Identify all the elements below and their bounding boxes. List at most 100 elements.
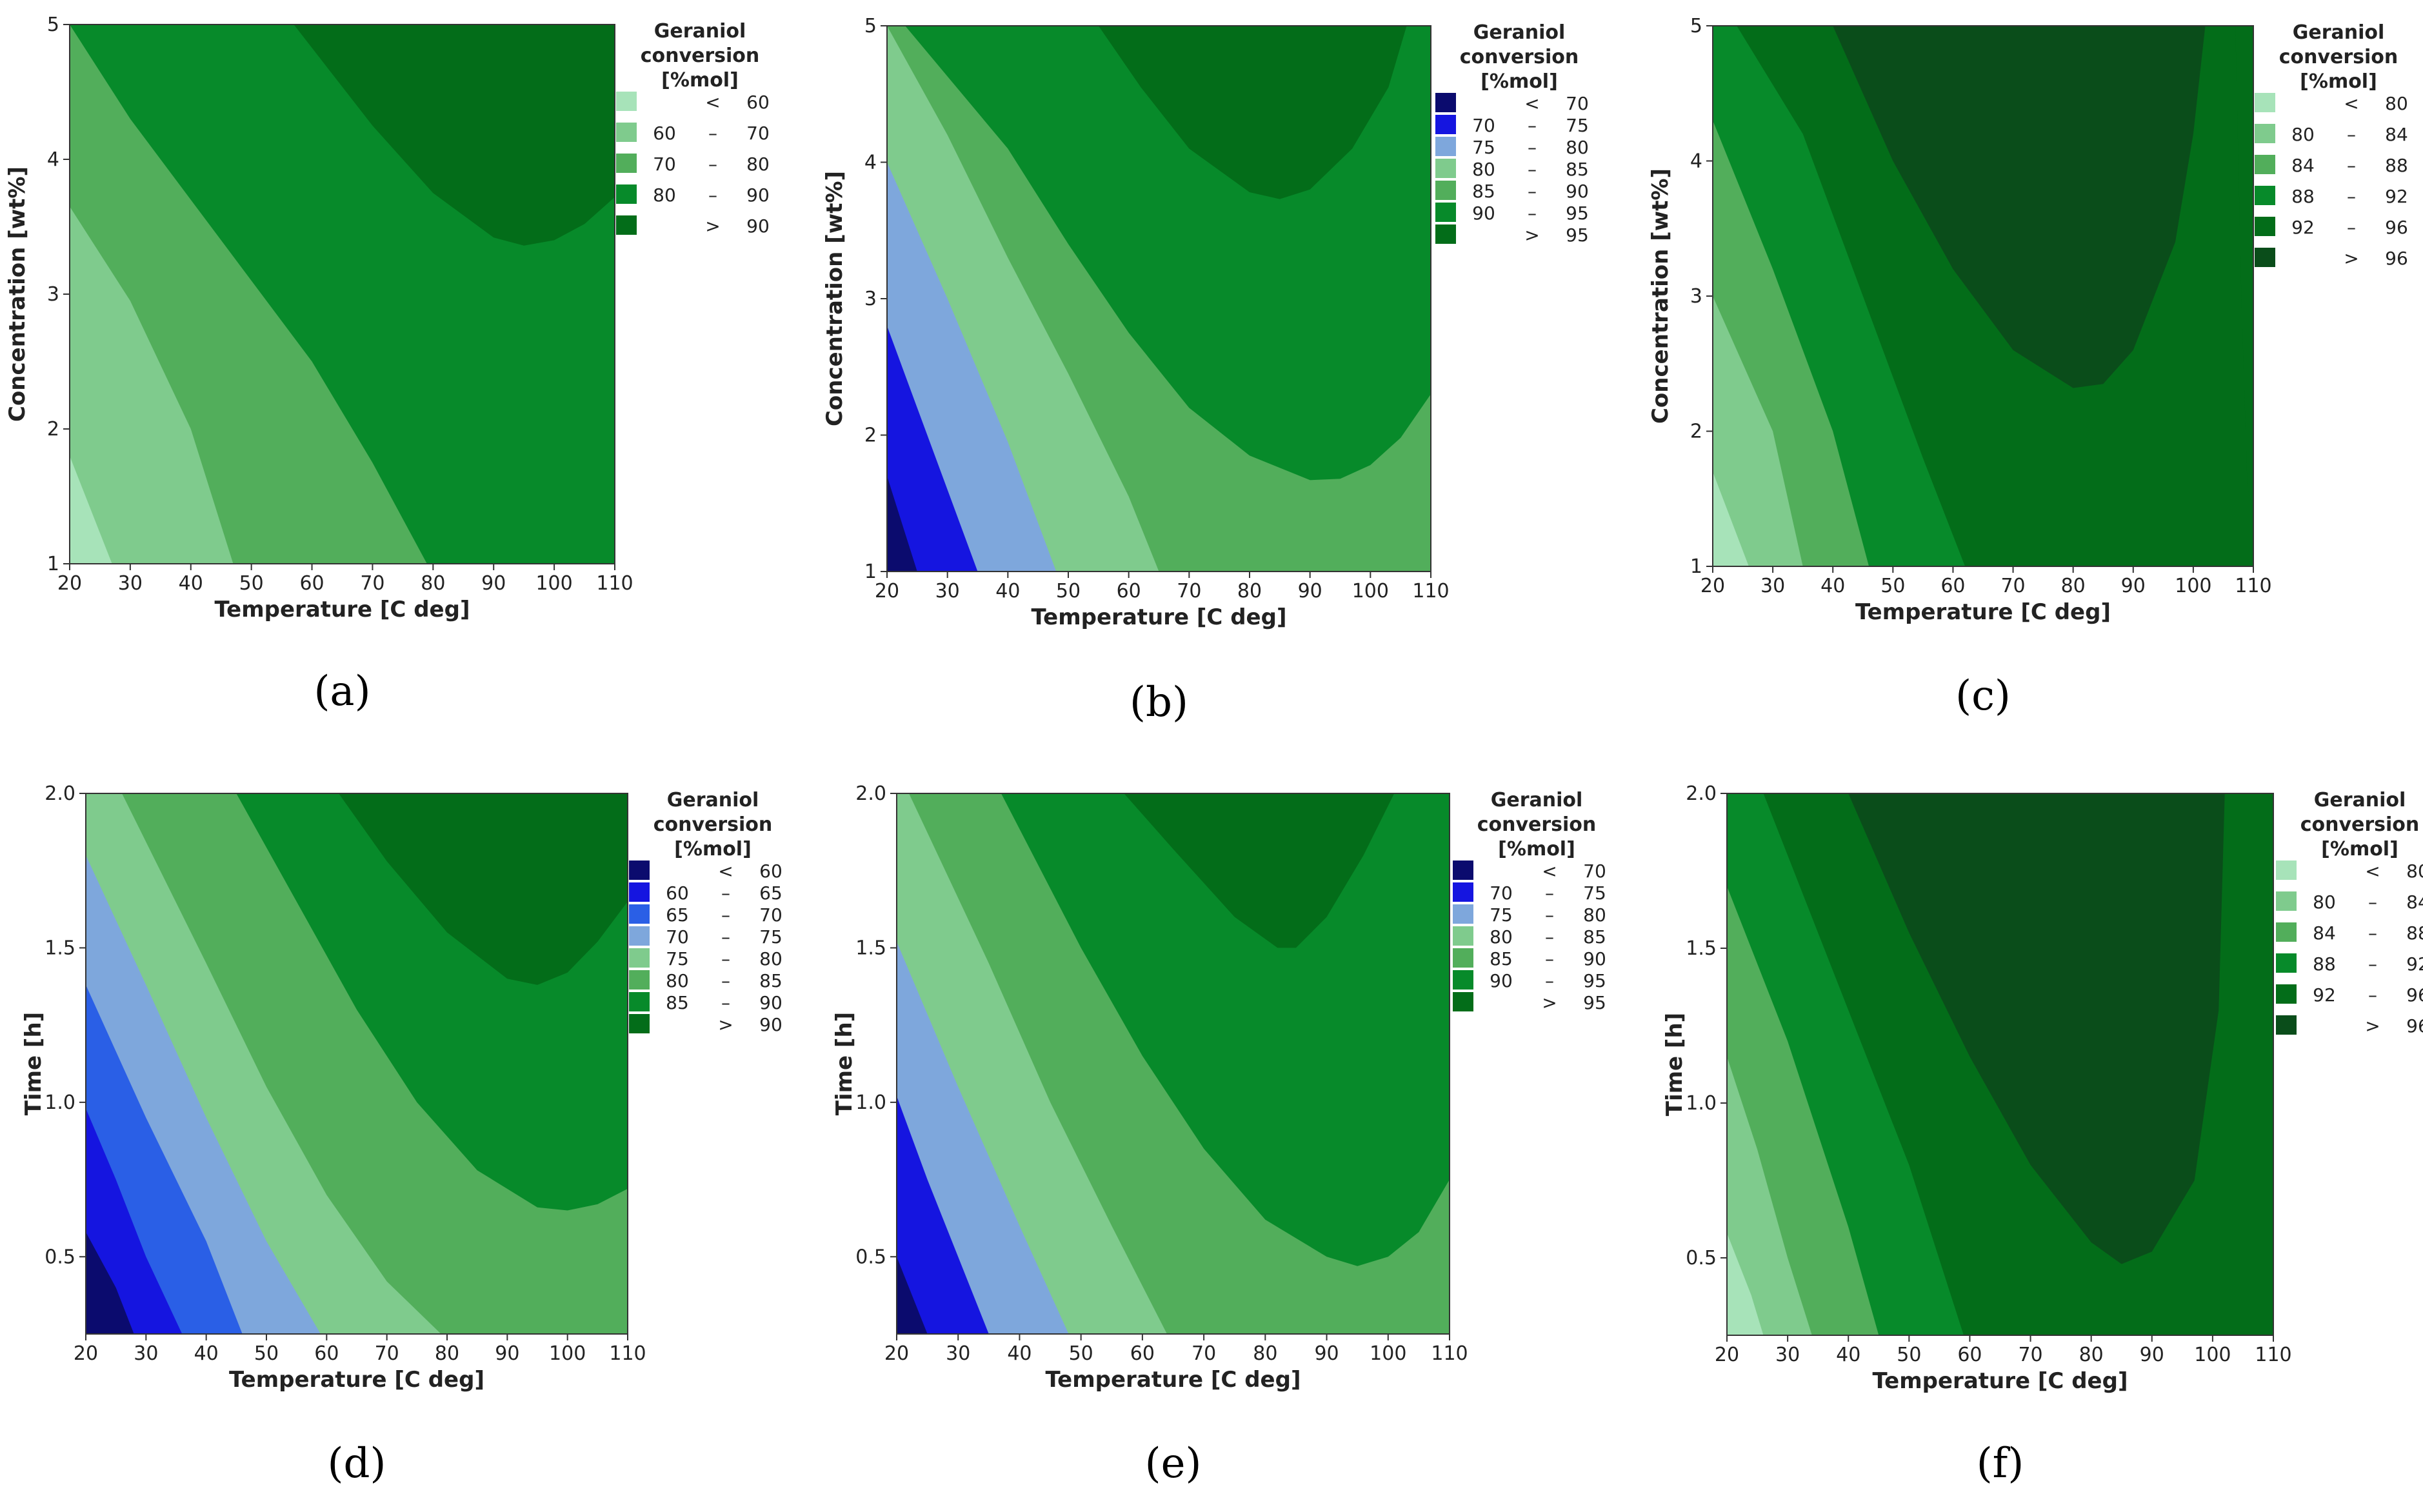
legend-swatch (629, 948, 650, 968)
legend-swatch (1435, 115, 1456, 134)
x-tick-label: 30 (134, 1342, 158, 1365)
y-tick-label: 1.0 (45, 1091, 75, 1114)
x-tick-label: 100 (1370, 1342, 1406, 1365)
legend-sep: < (718, 860, 733, 882)
x-tick-label: 50 (254, 1342, 279, 1365)
legend-swatch (2255, 124, 2275, 143)
legend-high: 80 (746, 154, 770, 175)
x-tick-label: 40 (179, 572, 203, 595)
plot-frame (1726, 793, 2274, 1336)
panel-b: 20 30 40 50 60 70 80 90 100 110 1 2 3 4 5 Temperature [… (822, 15, 1589, 726)
contour-area (897, 793, 1450, 1334)
legend-sep: – (721, 882, 730, 904)
legend-sep: – (1545, 948, 1554, 970)
x-tick-label: 40 (194, 1342, 219, 1365)
legend-low: 60 (666, 882, 689, 904)
legend-high: 95 (1583, 992, 1606, 1013)
legend-title: Geraniol (2293, 21, 2385, 44)
x-tick-label: 30 (1775, 1344, 1800, 1366)
legend-sep: – (1528, 137, 1537, 158)
y-tick-label: 1.5 (855, 937, 886, 959)
legend-low: 80 (2291, 124, 2315, 145)
legend-high: 95 (1583, 970, 1606, 991)
x-tick-label: 100 (2194, 1344, 2231, 1366)
contour-area (1727, 793, 2273, 1335)
x-tick-label: 70 (2018, 1344, 2042, 1366)
y-tick-label: 4 (1690, 150, 1702, 173)
y-tick-label: 2.0 (1686, 782, 1717, 805)
legend-title: Geraniol (1473, 21, 1566, 44)
contour-band-95 (1124, 793, 1395, 948)
legend-sep: – (708, 123, 717, 144)
legend-sep: – (1545, 926, 1554, 948)
legend-high: 80 (759, 948, 783, 970)
x-tick-label: 80 (1237, 580, 1262, 602)
x-tick-label: 90 (2121, 575, 2146, 597)
y-tick-label: 2.0 (855, 782, 886, 805)
legend-swatch (616, 184, 637, 204)
legend-sep: – (1528, 159, 1537, 180)
legend-sep: – (721, 904, 730, 926)
legend-sep: – (2347, 155, 2356, 176)
legend-high: 70 (1566, 93, 1589, 114)
contour-band-96 (1848, 793, 2225, 1264)
contour-band-90 (294, 25, 615, 246)
legend-sep: – (721, 992, 730, 1013)
legend-high: 90 (746, 184, 770, 206)
x-tick-label: 90 (481, 572, 506, 595)
legend-high: 88 (2406, 922, 2423, 944)
legend-title: [%mol] (1498, 838, 1575, 860)
legend-title: conversion (1460, 46, 1579, 68)
legend-high: 80 (1583, 904, 1606, 926)
x-axis-label: Temperature [C deg] (1046, 1367, 1301, 1393)
legend-high: 96 (2385, 248, 2408, 269)
y-tick-label: 2 (864, 424, 877, 447)
legend-title: Geraniol (2314, 789, 2406, 811)
y-tick-label: 1.5 (45, 937, 75, 959)
x-tick-label: 80 (435, 1342, 459, 1365)
x-axis-label: Temperature [C deg] (1032, 604, 1287, 630)
y-tick-label: 2.0 (45, 782, 75, 805)
legend-title: conversion (653, 813, 773, 836)
legend-title: conversion (641, 45, 760, 67)
x-tick-label: 80 (421, 572, 445, 595)
x-tick-label: 90 (495, 1342, 519, 1365)
legend-low: 92 (2291, 217, 2315, 238)
x-tick-label: 100 (2175, 575, 2211, 597)
legend-sep: – (721, 926, 730, 948)
legend-sep: – (2368, 891, 2377, 913)
legend-sep: – (1528, 181, 1537, 202)
legend-swatch (1453, 904, 1473, 924)
contour-area (1713, 26, 2253, 566)
legend-sep: – (1545, 904, 1554, 926)
x-tick-label: 20 (875, 580, 899, 602)
legend-swatch (629, 904, 650, 924)
legend-title: Geraniol (667, 789, 759, 811)
panel-caption: (d) (328, 1440, 386, 1487)
legend-title: conversion (2300, 813, 2420, 836)
x-tick-label: 100 (549, 1342, 586, 1365)
x-tick-label: 50 (1056, 580, 1081, 602)
legend-high: 75 (1583, 882, 1606, 904)
legend-high: 84 (2406, 891, 2423, 913)
legend-low: 65 (666, 904, 689, 926)
panel-c: 20 30 40 50 60 70 80 90 100 110 1 2 3 4 5 Temperature [… (1648, 15, 2408, 720)
x-tick-label: 60 (1957, 1344, 1982, 1366)
legend-sep: – (2368, 984, 2377, 1006)
legend-high: 70 (1583, 860, 1606, 882)
legend-low: 80 (653, 184, 676, 206)
legend-sep: < (1542, 860, 1557, 882)
legend-title: [%mol] (661, 69, 739, 92)
panel-f: 20 30 40 50 60 70 80 90 100 110 0.5 1.0 1.5 2.0 Temper… (1662, 782, 2423, 1487)
legend-sep: – (1528, 203, 1537, 224)
legend-sep: – (721, 948, 730, 970)
y-tick-label: 1 (864, 561, 877, 583)
legend-swatch (616, 92, 637, 111)
panel-caption: (e) (1145, 1440, 1202, 1487)
x-tick-label: 30 (946, 1342, 970, 1365)
x-tick-label: 50 (1897, 1344, 1921, 1366)
legend-sep: – (2368, 953, 2377, 975)
